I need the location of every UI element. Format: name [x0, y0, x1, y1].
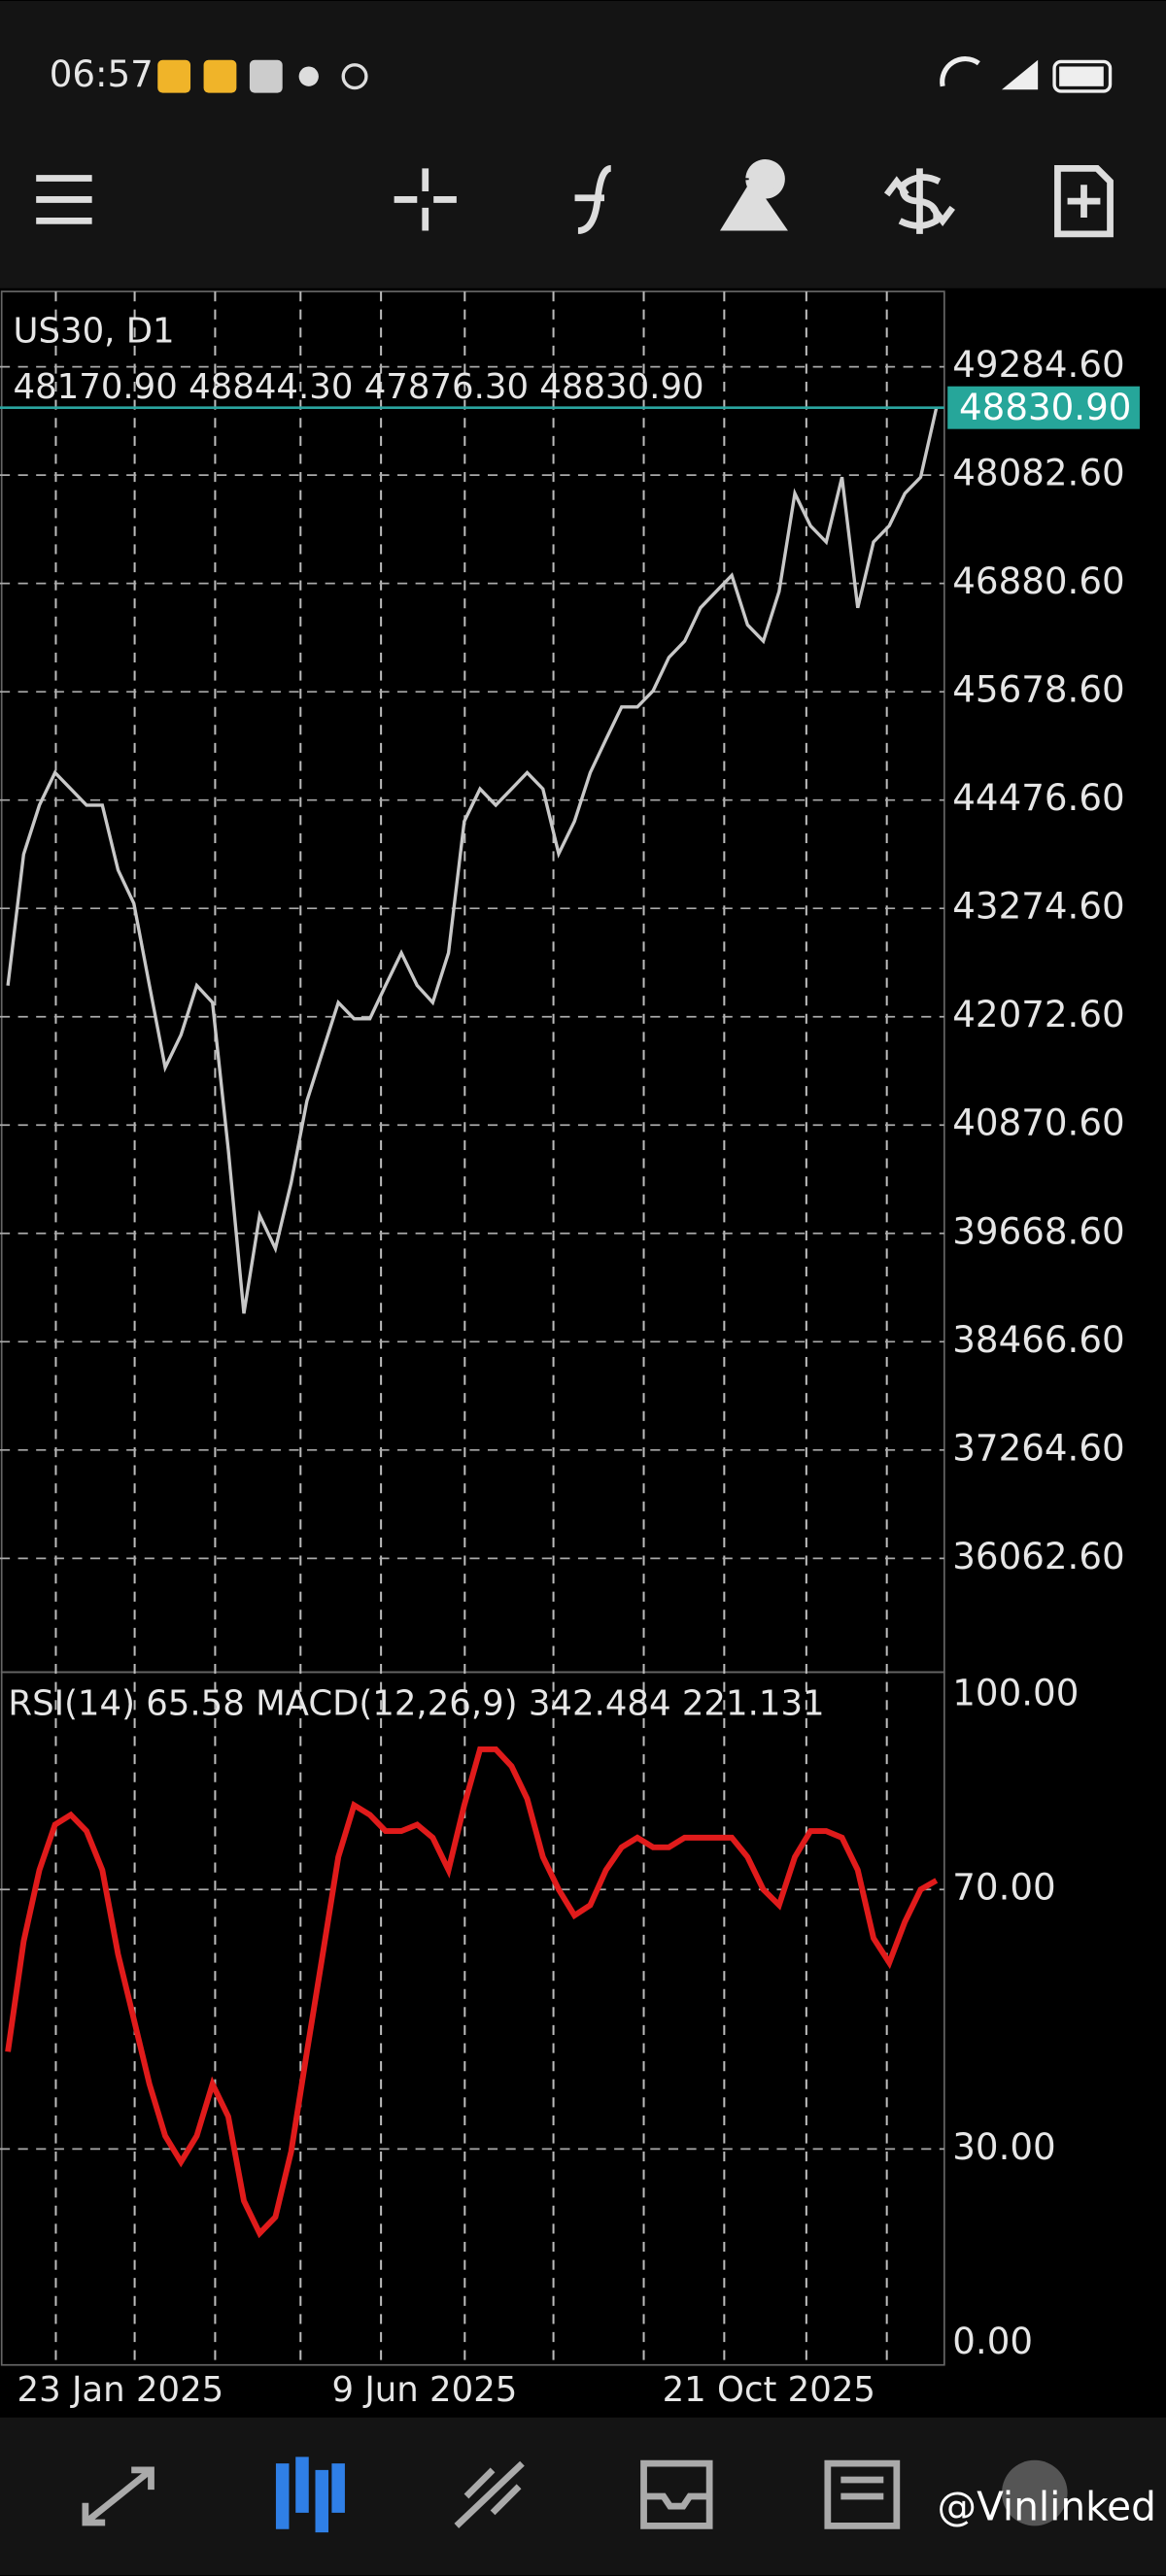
crosshair-button[interactable] [394, 168, 457, 231]
clock: 06:57 [50, 52, 154, 95]
x-tick-label: 9 Jun 2025 [331, 2370, 517, 2410]
symbol-title: US30, D1 [14, 311, 175, 351]
y-tick-label: 44476.60 [952, 776, 1124, 819]
toolbar[interactable] [36, 159, 1114, 238]
y-tick-label: 30.00 [952, 2125, 1055, 2168]
y-tick-label: 38466.60 [952, 1318, 1124, 1361]
series-line [5, 1746, 939, 2239]
quotes-tab[interactable] [82, 2466, 154, 2526]
y-tick-label: 45678.60 [952, 668, 1124, 711]
main-pane [0, 290, 945, 1674]
plot: 49284.60 48082.60 46880.60 45678.60 44476.60… [0, 343, 1140, 2410]
bottom-nav [0, 2417, 1166, 2576]
objects-button[interactable] [719, 159, 788, 231]
y-tick-label: 48082.60 [952, 452, 1124, 494]
ohlc-quote: 48170.90 48844.30 47876.30 48830.90 [14, 367, 704, 407]
y-tick-label: 39668.60 [952, 1209, 1124, 1252]
x-tick-label: 23 Jan 2025 [17, 2370, 224, 2410]
last-price-label: 48830.90 [959, 386, 1131, 428]
y-tick-label: 46880.60 [952, 559, 1124, 602]
watermark: @Vinlinked [938, 2483, 1156, 2529]
messages-tab[interactable] [1001, 2459, 1068, 2526]
y-tick-label: 37264.60 [952, 1426, 1124, 1469]
series-line [6, 407, 939, 1314]
history-tab[interactable] [640, 2459, 713, 2529]
y-tick-label: 40870.60 [952, 1102, 1124, 1144]
indicator-title: RSI(14) 65.58 MACD(12,26,9) 342.484 221.… [8, 1683, 824, 1723]
indicators-button[interactable] [574, 164, 612, 234]
top-bar-bg [0, 0, 1166, 288]
y-tick-label: 49284.60 [952, 343, 1124, 386]
menu-button[interactable] [36, 175, 92, 224]
y-tick-label: 100.00 [952, 1671, 1079, 1713]
new-order-button[interactable] [1054, 164, 1114, 238]
y-tick-label: 70.00 [952, 1866, 1055, 1909]
y-tick-label: 42072.60 [952, 993, 1124, 1035]
nav-icons[interactable] [82, 2457, 1068, 2533]
chart-tab[interactable] [275, 2457, 345, 2533]
x-tick-label: 21 Oct 2025 [663, 2370, 875, 2410]
y-tick-label: 36062.60 [952, 1535, 1124, 1577]
last-price-box [947, 386, 1140, 429]
time-grid [54, 291, 888, 2365]
news-tab[interactable] [824, 2459, 901, 2529]
y-tick-label: 43274.60 [952, 885, 1124, 928]
trade-tab[interactable] [454, 2460, 525, 2528]
y-tick-label: 0.00 [952, 2320, 1033, 2362]
indicator-pane [0, 1671, 945, 2366]
status-icons [157, 56, 1113, 93]
trade-button[interactable] [883, 168, 955, 234]
